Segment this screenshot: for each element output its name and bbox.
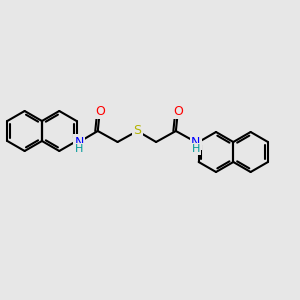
Text: H: H [75, 144, 83, 154]
Text: N: N [74, 136, 84, 148]
Text: O: O [173, 105, 183, 118]
Text: N: N [191, 136, 200, 148]
Text: S: S [134, 124, 141, 137]
Text: O: O [95, 105, 105, 118]
Text: H: H [191, 144, 200, 154]
